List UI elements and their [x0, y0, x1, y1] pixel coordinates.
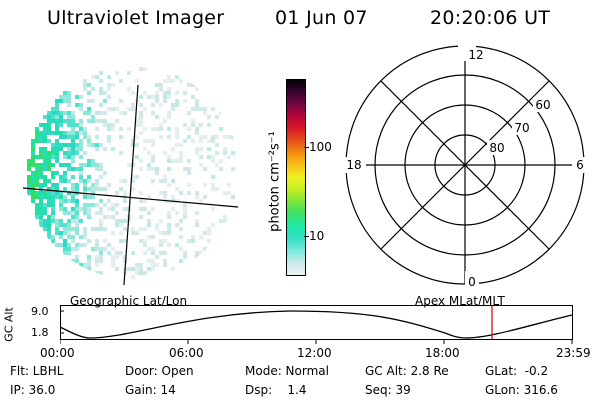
observation-date: 01 Jun 07	[275, 7, 368, 29]
colorbar	[286, 79, 306, 276]
colorbar-tick-10: 10	[309, 229, 325, 243]
orbit-xtick-1800: 18:00	[425, 346, 460, 360]
instrument-title: Ultraviolet Imager	[47, 7, 225, 29]
orbit-plot-ylabel: GC Alt	[2, 307, 16, 342]
orbit-xtick-1200: 12:00	[297, 346, 332, 360]
ip-info: IP: 36.0	[10, 383, 56, 397]
dsp-info: Dsp: 1.4	[245, 383, 307, 397]
mlt-label-18: 18	[346, 158, 361, 172]
seq-info: Seq: 39	[365, 383, 411, 397]
gc-alt-info: GC Alt: 2.8 Re	[365, 364, 449, 378]
mlt-label-0: 0	[468, 275, 476, 289]
orbit-xtick-0600: 06:00	[169, 346, 204, 360]
apex-projection-label: Apex MLat/MLT	[415, 294, 505, 308]
colorbar-unit-label: photon cm⁻²s⁻¹	[267, 131, 283, 232]
geographic-projection-label: Geographic Lat/Lon	[70, 294, 188, 308]
auroral-emission-pixels	[27, 67, 235, 279]
mlat-label-80: 80	[489, 141, 504, 155]
polar-grid-plot: 12 18 6 0 60 70 80	[344, 45, 586, 289]
gain-info: Gain: 14	[125, 383, 176, 397]
auroral-image	[22, 67, 239, 286]
orbit-ytick-1-8: 1.8	[31, 326, 49, 339]
door-info: Door: Open	[125, 364, 194, 378]
orbit-altitude-curve	[60, 310, 573, 339]
orbit-xtick-0000: 00:00	[40, 346, 75, 360]
orbit-xtick-2359: 23:59	[556, 346, 591, 360]
orbit-altitude-plot	[60, 305, 573, 344]
colorbar-tick-100: 100	[309, 140, 332, 154]
mlt-label-6: 6	[576, 158, 584, 172]
glat-info: GLat: -0.2	[485, 364, 549, 378]
mlt-label-12: 12	[468, 48, 483, 62]
mode-info: Mode: Normal	[245, 364, 329, 378]
glon-info: GLon: 316.6	[485, 383, 558, 397]
mlat-label-60: 60	[535, 98, 550, 112]
orbit-ytick-9: 9.0	[31, 305, 49, 318]
filter-info: Flt: LBHL	[10, 364, 64, 378]
longitude-grid-line	[123, 84, 139, 286]
mlat-label-70: 70	[514, 121, 529, 135]
observation-time: 20:20:06 UT	[430, 7, 551, 29]
